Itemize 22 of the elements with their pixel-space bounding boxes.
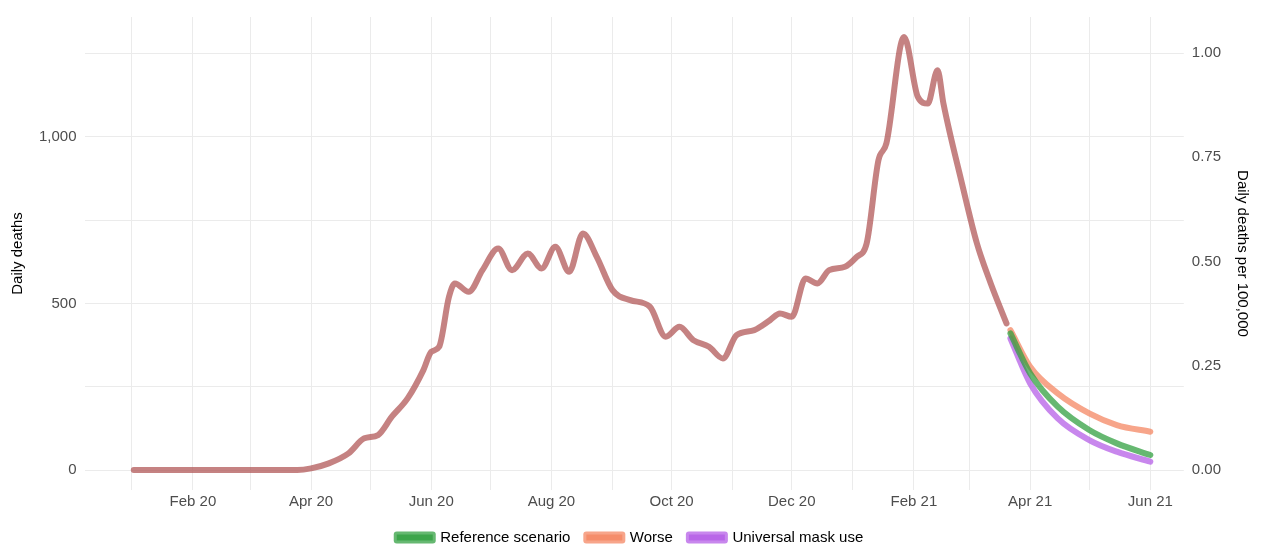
x-tick-label: Feb 21 xyxy=(890,492,938,510)
x-tick-label: Apr 21 xyxy=(1008,492,1053,510)
y2-axis-title: Daily deaths per 100,000 xyxy=(1234,170,1252,337)
y2-tick-label: 0.00 xyxy=(1191,460,1222,478)
legend-label: Universal mask use xyxy=(732,527,864,545)
y2-tick-label: 1.00 xyxy=(1191,43,1222,61)
legend-label: Reference scenario xyxy=(440,527,571,545)
x-tick-label: Feb 20 xyxy=(169,492,217,510)
x-tick-label: Dec 20 xyxy=(768,492,816,510)
x-tick-label: Jun 20 xyxy=(408,492,454,510)
y2-tick-label: 0.75 xyxy=(1191,147,1222,165)
y2-tick-label: 0.25 xyxy=(1191,355,1222,373)
y-tick-label: 500 xyxy=(51,293,77,311)
y-tick-label: 1,000 xyxy=(38,127,77,145)
x-tick-label: Jun 21 xyxy=(1127,492,1173,510)
x-tick-label: Aug 20 xyxy=(527,492,576,510)
x-tick-label: Oct 20 xyxy=(649,492,694,510)
y-tick-label: 0 xyxy=(68,460,77,478)
legend-label: Worse xyxy=(629,527,673,545)
y2-tick-label: 0.50 xyxy=(1191,251,1222,269)
x-tick-label: Apr 20 xyxy=(288,492,334,510)
y-axis-title: Daily deaths xyxy=(8,212,26,295)
